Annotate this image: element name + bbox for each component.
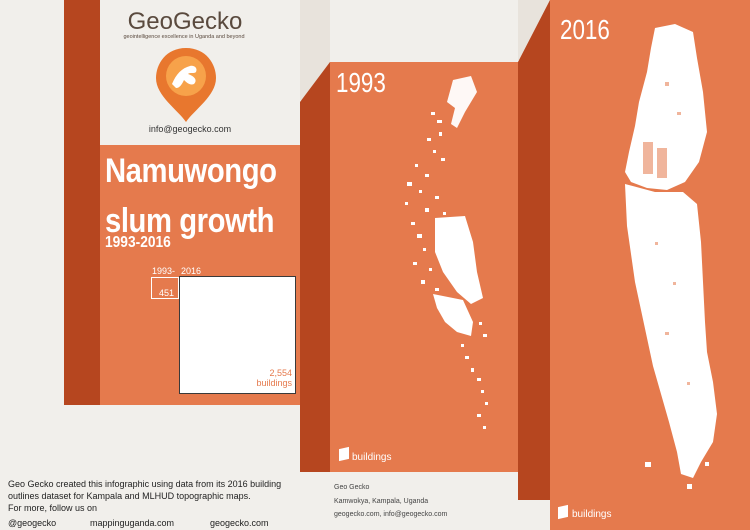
panel-left-diag bbox=[64, 260, 100, 405]
footer-line-2: outlines dataset for Kampala and MLHUD t… bbox=[8, 491, 251, 501]
count-2016: 2,554 buildings bbox=[250, 368, 292, 388]
page-title: Namuwongo slum growth bbox=[105, 146, 277, 246]
footer-line-1: Geo Gecko created this infographic using… bbox=[8, 479, 282, 489]
title-line-1: Namuwongo bbox=[105, 152, 277, 190]
link-mappinguganda[interactable]: mappinguganda.com bbox=[90, 518, 175, 528]
logo-tagline: geointelligence excellence in Uganda and… bbox=[123, 34, 245, 40]
link-twitter[interactable]: @geogecko bbox=[8, 518, 57, 528]
footer-description: Geo Gecko created this infographic using… bbox=[8, 478, 281, 514]
logo-wordmark: GeoGecko bbox=[127, 8, 243, 35]
year-1993: 1993 bbox=[336, 67, 386, 98]
gecko-pin-icon bbox=[156, 48, 216, 122]
count-2016-value: 2,554 bbox=[269, 368, 292, 378]
map-2016-buildings bbox=[625, 24, 717, 489]
label-2016: 2016 bbox=[181, 266, 202, 276]
building-legend-icon bbox=[339, 446, 349, 462]
footer-line-3: For more, follow us on bbox=[8, 503, 98, 513]
box-1993 bbox=[151, 277, 179, 299]
box-2016 bbox=[179, 276, 296, 394]
legend-2016: buildings bbox=[572, 509, 612, 520]
title-line-2: slum growth bbox=[105, 202, 275, 240]
panel-mid-fold bbox=[300, 62, 330, 472]
map-1993-buildings bbox=[405, 76, 488, 429]
page-subtitle: 1993-2016 bbox=[105, 234, 171, 251]
count-2016-unit: buildings bbox=[256, 378, 292, 388]
contact-email[interactable]: info@geogecko.com bbox=[148, 124, 232, 134]
credit-address: Kamwokya, Kampala, Uganda bbox=[334, 498, 429, 505]
legend-1993: buildings bbox=[352, 452, 392, 463]
building-legend-icon-2016 bbox=[558, 504, 568, 520]
year-2016: 2016 bbox=[560, 14, 610, 45]
label-1993: 1993- bbox=[152, 266, 176, 276]
panel-right-fold bbox=[518, 0, 550, 500]
credit-org: Geo Gecko bbox=[334, 484, 370, 491]
count-1993: 451 bbox=[159, 288, 175, 298]
link-geogecko[interactable]: geogecko.com bbox=[210, 518, 269, 528]
credit-contact[interactable]: geogecko.com, info@geogecko.com bbox=[334, 511, 448, 518]
